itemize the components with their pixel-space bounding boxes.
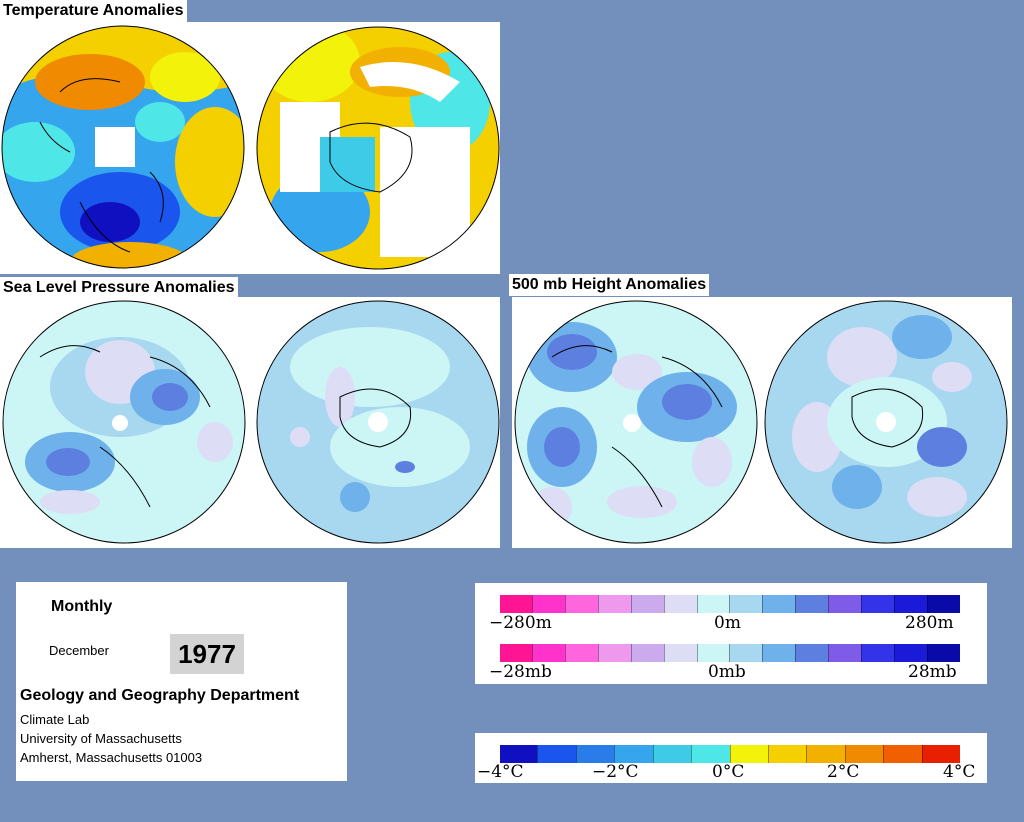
height-title: 500 mb Height Anomalies	[509, 274, 710, 296]
pressure-min-label: −28mb	[489, 662, 552, 682]
colorbar-segment	[500, 595, 532, 613]
colorbar-segment	[696, 644, 730, 662]
colorbar-segment	[861, 644, 895, 662]
colorbar-segment	[762, 595, 796, 613]
temperature-colorbar	[500, 745, 961, 763]
university-label: University of Massachusetts	[20, 731, 182, 746]
colorbar-segment	[663, 644, 697, 662]
colorbar-segment	[921, 745, 961, 763]
colorbar-segment	[614, 745, 653, 763]
colorbar-segment	[500, 644, 532, 662]
temp-tick-2: −2°C	[592, 762, 639, 782]
pressure-colorbar	[500, 644, 960, 662]
colorbar-segment	[894, 644, 927, 662]
colorbar-segment	[575, 745, 615, 763]
colorbar-segment	[652, 745, 692, 763]
colorbar-segment	[795, 644, 829, 662]
height-sh-map	[764, 300, 1008, 544]
year-label: 1977	[170, 634, 244, 674]
colorbar-segment	[630, 644, 664, 662]
slp-nh-map	[2, 300, 246, 544]
colorbar-segment	[597, 595, 631, 613]
colorbar-segment	[564, 644, 598, 662]
period-label: Monthly	[51, 598, 113, 615]
colorbar-segment	[537, 745, 576, 763]
colorbar-segment	[795, 595, 829, 613]
pressure-mid-label: 0mb	[708, 662, 746, 682]
temperature-legend: −4°C −2°C 0°C 2°C 4°C	[475, 733, 987, 783]
colorbar-segment	[828, 595, 862, 613]
colorbar-segment	[828, 644, 862, 662]
slp-sh-map	[256, 300, 500, 544]
height-nh-map	[514, 300, 758, 544]
height-mid-label: 0m	[714, 613, 741, 633]
colorbar-segment	[883, 745, 922, 763]
colorbar-segment	[500, 745, 538, 763]
temperature-sh-map	[256, 26, 500, 270]
colorbar-segment	[691, 745, 730, 763]
lab-label: Climate Lab	[20, 712, 90, 727]
colorbar-segment	[844, 745, 884, 763]
colorbar-segment	[597, 644, 631, 662]
temp-tick-3: 0°C	[712, 762, 745, 782]
temperature-title: Temperature Anomalies	[0, 0, 187, 22]
height-min-label: −280m	[489, 613, 552, 633]
colorbar-segment	[926, 595, 960, 613]
colorbar-segment	[762, 644, 796, 662]
colorbar-segment	[531, 595, 565, 613]
address-label: Amherst, Massachusetts 01003	[20, 750, 203, 765]
colorbar-segment	[926, 644, 960, 662]
height-max-label: 280m	[905, 613, 954, 633]
colorbar-segment	[767, 745, 807, 763]
colorbar-segment	[663, 595, 697, 613]
colorbar-segment	[806, 745, 845, 763]
temp-tick-4: 2°C	[827, 762, 860, 782]
department-label: Geology and Geography Department	[20, 687, 300, 704]
colorbar-segment	[861, 595, 895, 613]
temperature-nh-map	[1, 25, 245, 269]
colorbar-segment	[630, 595, 664, 613]
colorbar-segment	[729, 745, 768, 763]
colorbar-segment	[696, 595, 730, 613]
colorbar-segment	[894, 595, 927, 613]
pressure-max-label: 28mb	[908, 662, 957, 682]
height-colorbar	[500, 595, 960, 613]
temp-tick-5: 4°C	[943, 762, 976, 782]
month-label: December	[49, 643, 109, 658]
slp-title: Sea Level Pressure Anomalies	[0, 277, 238, 299]
colorbar-segment	[729, 644, 763, 662]
temp-tick-1: −4°C	[477, 762, 524, 782]
colorbar-segment	[531, 644, 565, 662]
info-box: Monthly December 1977 Geology and Geogra…	[16, 582, 347, 781]
colorbar-segment	[729, 595, 763, 613]
colorbar-segment	[564, 595, 598, 613]
anomaly-legend: −280m 0m 280m −28mb 0mb 28mb	[475, 583, 987, 684]
